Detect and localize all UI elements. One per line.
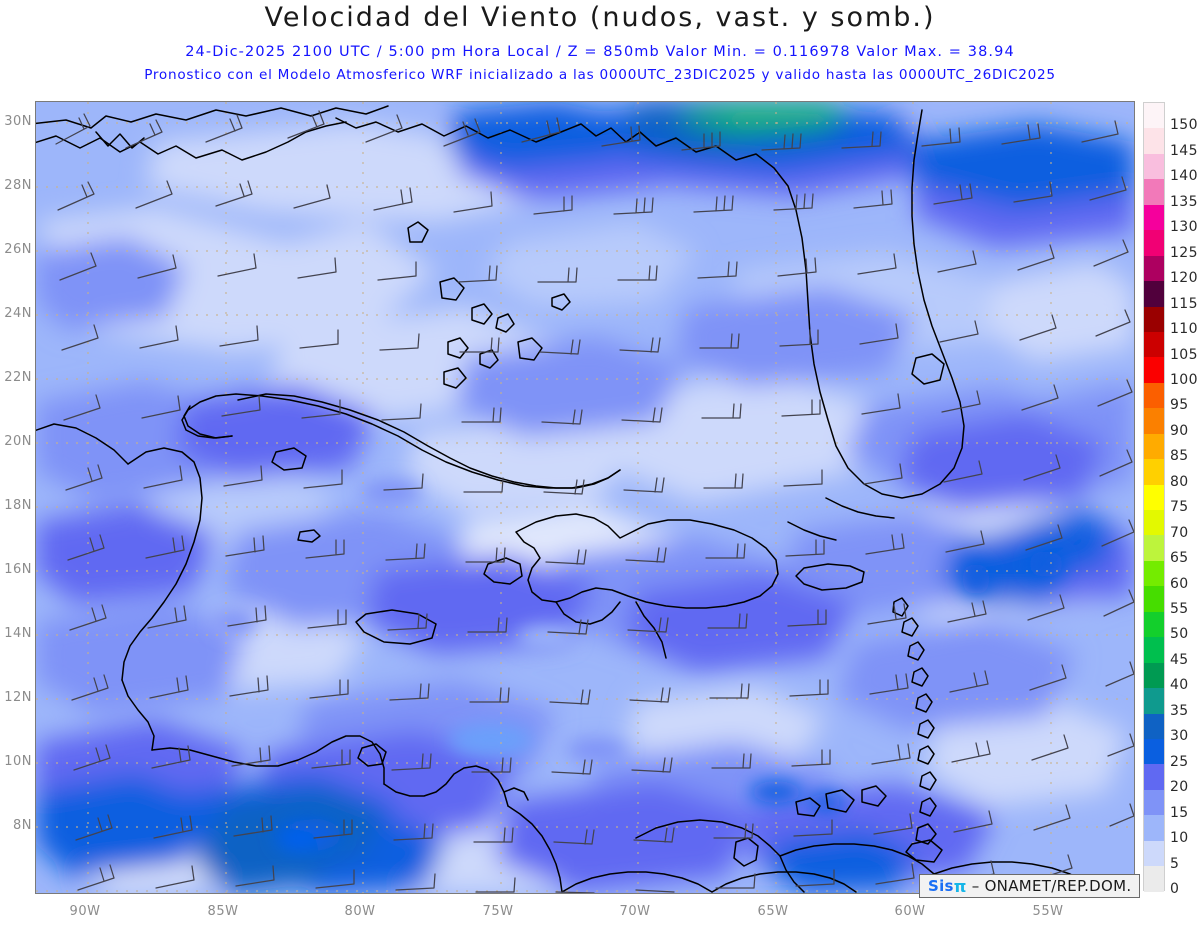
colorbar-segment <box>1144 713 1164 739</box>
colorbar-segment <box>1144 586 1164 612</box>
colorbar-segment <box>1144 331 1164 358</box>
colorbar-segment <box>1144 230 1164 256</box>
colorbar-tick-90: 90 <box>1170 422 1189 439</box>
colorbar-tick-95: 95 <box>1170 397 1189 414</box>
y-tick-14n: 14N <box>4 626 32 641</box>
map-canvas <box>36 102 1134 893</box>
wind-barbs <box>55 110 1134 893</box>
colorbar-segment <box>1144 204 1164 231</box>
colorbar-segment <box>1144 688 1164 714</box>
map-plot-area[interactable] <box>35 101 1135 894</box>
colorbar[interactable] <box>1143 102 1165 892</box>
colorbar-tick-135: 135 <box>1170 193 1198 210</box>
x-tick-60w: 60W <box>894 904 926 919</box>
colorbar-tick-120: 120 <box>1170 270 1198 287</box>
x-tick-55w: 55W <box>1032 904 1064 919</box>
colorbar-tick-0: 0 <box>1170 881 1180 897</box>
y-tick-20n: 20N <box>4 434 32 449</box>
colorbar-segment <box>1144 484 1164 510</box>
colorbar-segment <box>1144 560 1164 587</box>
colorbar-tick-65: 65 <box>1170 550 1189 567</box>
logo-separator: – <box>971 877 980 895</box>
colorbar-segment <box>1144 433 1164 460</box>
y-tick-30n: 30N <box>4 114 32 129</box>
colorbar-segment <box>1144 306 1164 332</box>
colorbar-tick-140: 140 <box>1170 168 1198 185</box>
colorbar-tick-45: 45 <box>1170 651 1189 668</box>
colorbar-segment <box>1144 153 1164 180</box>
x-tick-90w: 90W <box>69 904 101 919</box>
x-tick-70w: 70W <box>619 904 651 919</box>
y-tick-18n: 18N <box>4 498 32 513</box>
colorbar-tick-40: 40 <box>1170 677 1189 694</box>
colorbar-segment <box>1144 789 1164 816</box>
colorbar-tick-125: 125 <box>1170 244 1198 261</box>
colorbar-tick-80: 80 <box>1170 473 1189 490</box>
y-tick-24n: 24N <box>4 306 32 321</box>
colorbar-segment <box>1144 840 1164 867</box>
colorbar-segment <box>1144 764 1164 790</box>
colorbar-tick-100: 100 <box>1170 371 1198 388</box>
colorbar-segment <box>1144 459 1164 485</box>
colorbar-tick-30: 30 <box>1170 728 1189 745</box>
colorbar-tick-55: 55 <box>1170 601 1189 618</box>
y-tick-16n: 16N <box>4 562 32 577</box>
colorbar-segment <box>1144 611 1164 638</box>
colorbar-segment <box>1144 866 1164 892</box>
x-tick-85w: 85W <box>207 904 239 919</box>
colorbar-tick-130: 130 <box>1170 219 1198 236</box>
colorbar-tick-150: 150 <box>1170 117 1198 134</box>
colorbar-segment <box>1144 815 1164 841</box>
colorbar-tick-85: 85 <box>1170 448 1189 465</box>
y-tick-10n: 10N <box>4 754 32 769</box>
y-tick-22n: 22N <box>4 370 32 385</box>
subtitle-line-1: 24-Dic-2025 2100 UTC / 5:00 pm Hora Loca… <box>185 44 1015 60</box>
colorbar-tick-15: 15 <box>1170 804 1189 821</box>
colorbar-tick-20: 20 <box>1170 779 1189 796</box>
colorbar-segment <box>1144 357 1164 383</box>
colorbar-tick-70: 70 <box>1170 524 1189 541</box>
x-tick-80w: 80W <box>344 904 376 919</box>
colorbar-tick-25: 25 <box>1170 753 1189 770</box>
attribution-logo: Sis π – ONAMET/REP.DOM. <box>919 874 1141 898</box>
colorbar-segment <box>1144 535 1164 561</box>
colorbar-tick-110: 110 <box>1170 321 1198 338</box>
colorbar-tick-145: 145 <box>1170 142 1198 159</box>
colorbar-tick-50: 50 <box>1170 626 1189 643</box>
x-tick-75w: 75W <box>482 904 514 919</box>
x-tick-65w: 65W <box>757 904 789 919</box>
colorbar-segment <box>1144 662 1164 689</box>
colorbar-segment <box>1144 408 1164 434</box>
logo-pi-icon: π <box>953 876 967 896</box>
colorbar-segment <box>1144 128 1164 154</box>
colorbar-tick-75: 75 <box>1170 499 1189 516</box>
colorbar-tick-60: 60 <box>1170 575 1189 592</box>
y-tick-12n: 12N <box>4 690 32 705</box>
y-tick-8n: 8N <box>13 818 32 833</box>
y-tick-28n: 28N <box>4 178 32 193</box>
logo-organization: ONAMET/REP.DOM. <box>984 877 1132 895</box>
logo-sis-text: Sis <box>928 877 954 895</box>
colorbar-tick-10: 10 <box>1170 830 1189 847</box>
colorbar-tick-5: 5 <box>1170 855 1180 872</box>
colorbar-segment <box>1144 637 1164 663</box>
colorbar-tick-115: 115 <box>1170 295 1198 312</box>
subtitle-line-2: Pronostico con el Modelo Atmosferico WRF… <box>144 67 1056 83</box>
colorbar-tick-105: 105 <box>1170 346 1198 363</box>
colorbar-segment <box>1144 382 1164 409</box>
y-tick-26n: 26N <box>4 242 32 257</box>
colorbar-segment <box>1144 738 1164 765</box>
colorbar-segment <box>1144 510 1164 536</box>
colorbar-tick-35: 35 <box>1170 702 1189 719</box>
colorbar-segment <box>1144 281 1164 307</box>
colorbar-segment <box>1144 255 1164 282</box>
colorbar-segment <box>1144 179 1164 205</box>
page-title: Velocidad del Viento (nudos, vast. y som… <box>264 2 936 33</box>
coastlines <box>36 105 1099 893</box>
colorbar-segment <box>1144 103 1164 129</box>
